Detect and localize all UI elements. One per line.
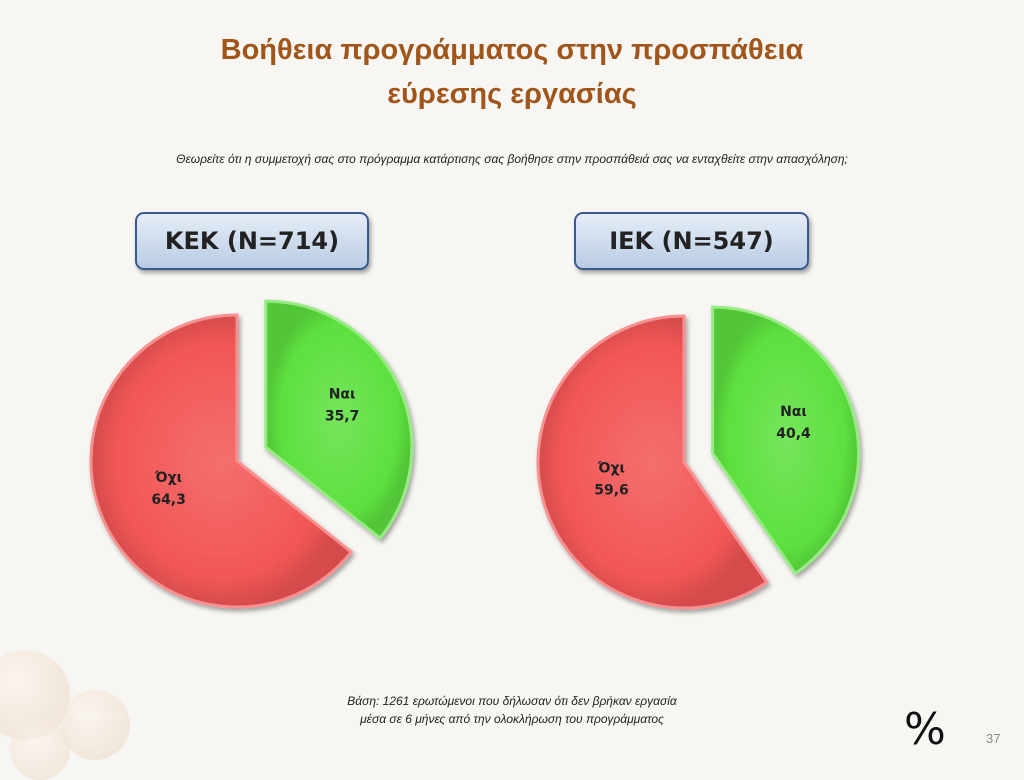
pie-slice-kek-no	[89, 313, 354, 609]
basis-line1: Βάση: 1261 ερωτώμενοι που δήλωσαν ότι δε…	[347, 694, 677, 708]
percent-unit-symbol: %	[904, 704, 946, 755]
pie-slice-iek-yes	[711, 305, 861, 576]
slice-value-label: 40,4	[776, 426, 811, 442]
chart-title-kek: ΚΕΚ (Ν=714)	[135, 212, 369, 270]
slice-category-label: Ναι	[329, 386, 356, 402]
slice-value-label: 35,7	[325, 408, 360, 424]
slice-value-label: 59,6	[594, 483, 629, 499]
slice-category-label: Όχι	[597, 461, 625, 477]
slide-title-line2: εύρεσης εργασίας	[387, 78, 637, 110]
decorative-pearl	[60, 690, 130, 760]
slide-title-line1: Βοήθεια προγράμματος στην προσπάθεια	[220, 34, 804, 66]
chart-title-iek: ΙΕΚ (Ν=547)	[574, 212, 809, 270]
slide-title: Βοήθεια προγράμματος στην προσπάθεια εύρ…	[112, 28, 912, 116]
sample-basis-note: Βάση: 1261 ερωτώμενοι που δήλωσαν ότι δε…	[262, 692, 762, 728]
page-number: 37	[986, 731, 1001, 746]
pie-slice-iek-no	[536, 314, 769, 610]
slice-category-label: Όχι	[154, 470, 182, 486]
slice-category-label: Ναι	[780, 404, 807, 420]
slice-value-label: 64,3	[151, 492, 186, 508]
pie-slice-kek-yes	[264, 299, 414, 541]
basis-line2: μέσα σε 6 μήνες από την ολοκλήρωση του π…	[360, 712, 664, 726]
survey-question: Θεωρείτε ότι η συμμετοχή σας στο πρόγραμ…	[176, 152, 848, 166]
